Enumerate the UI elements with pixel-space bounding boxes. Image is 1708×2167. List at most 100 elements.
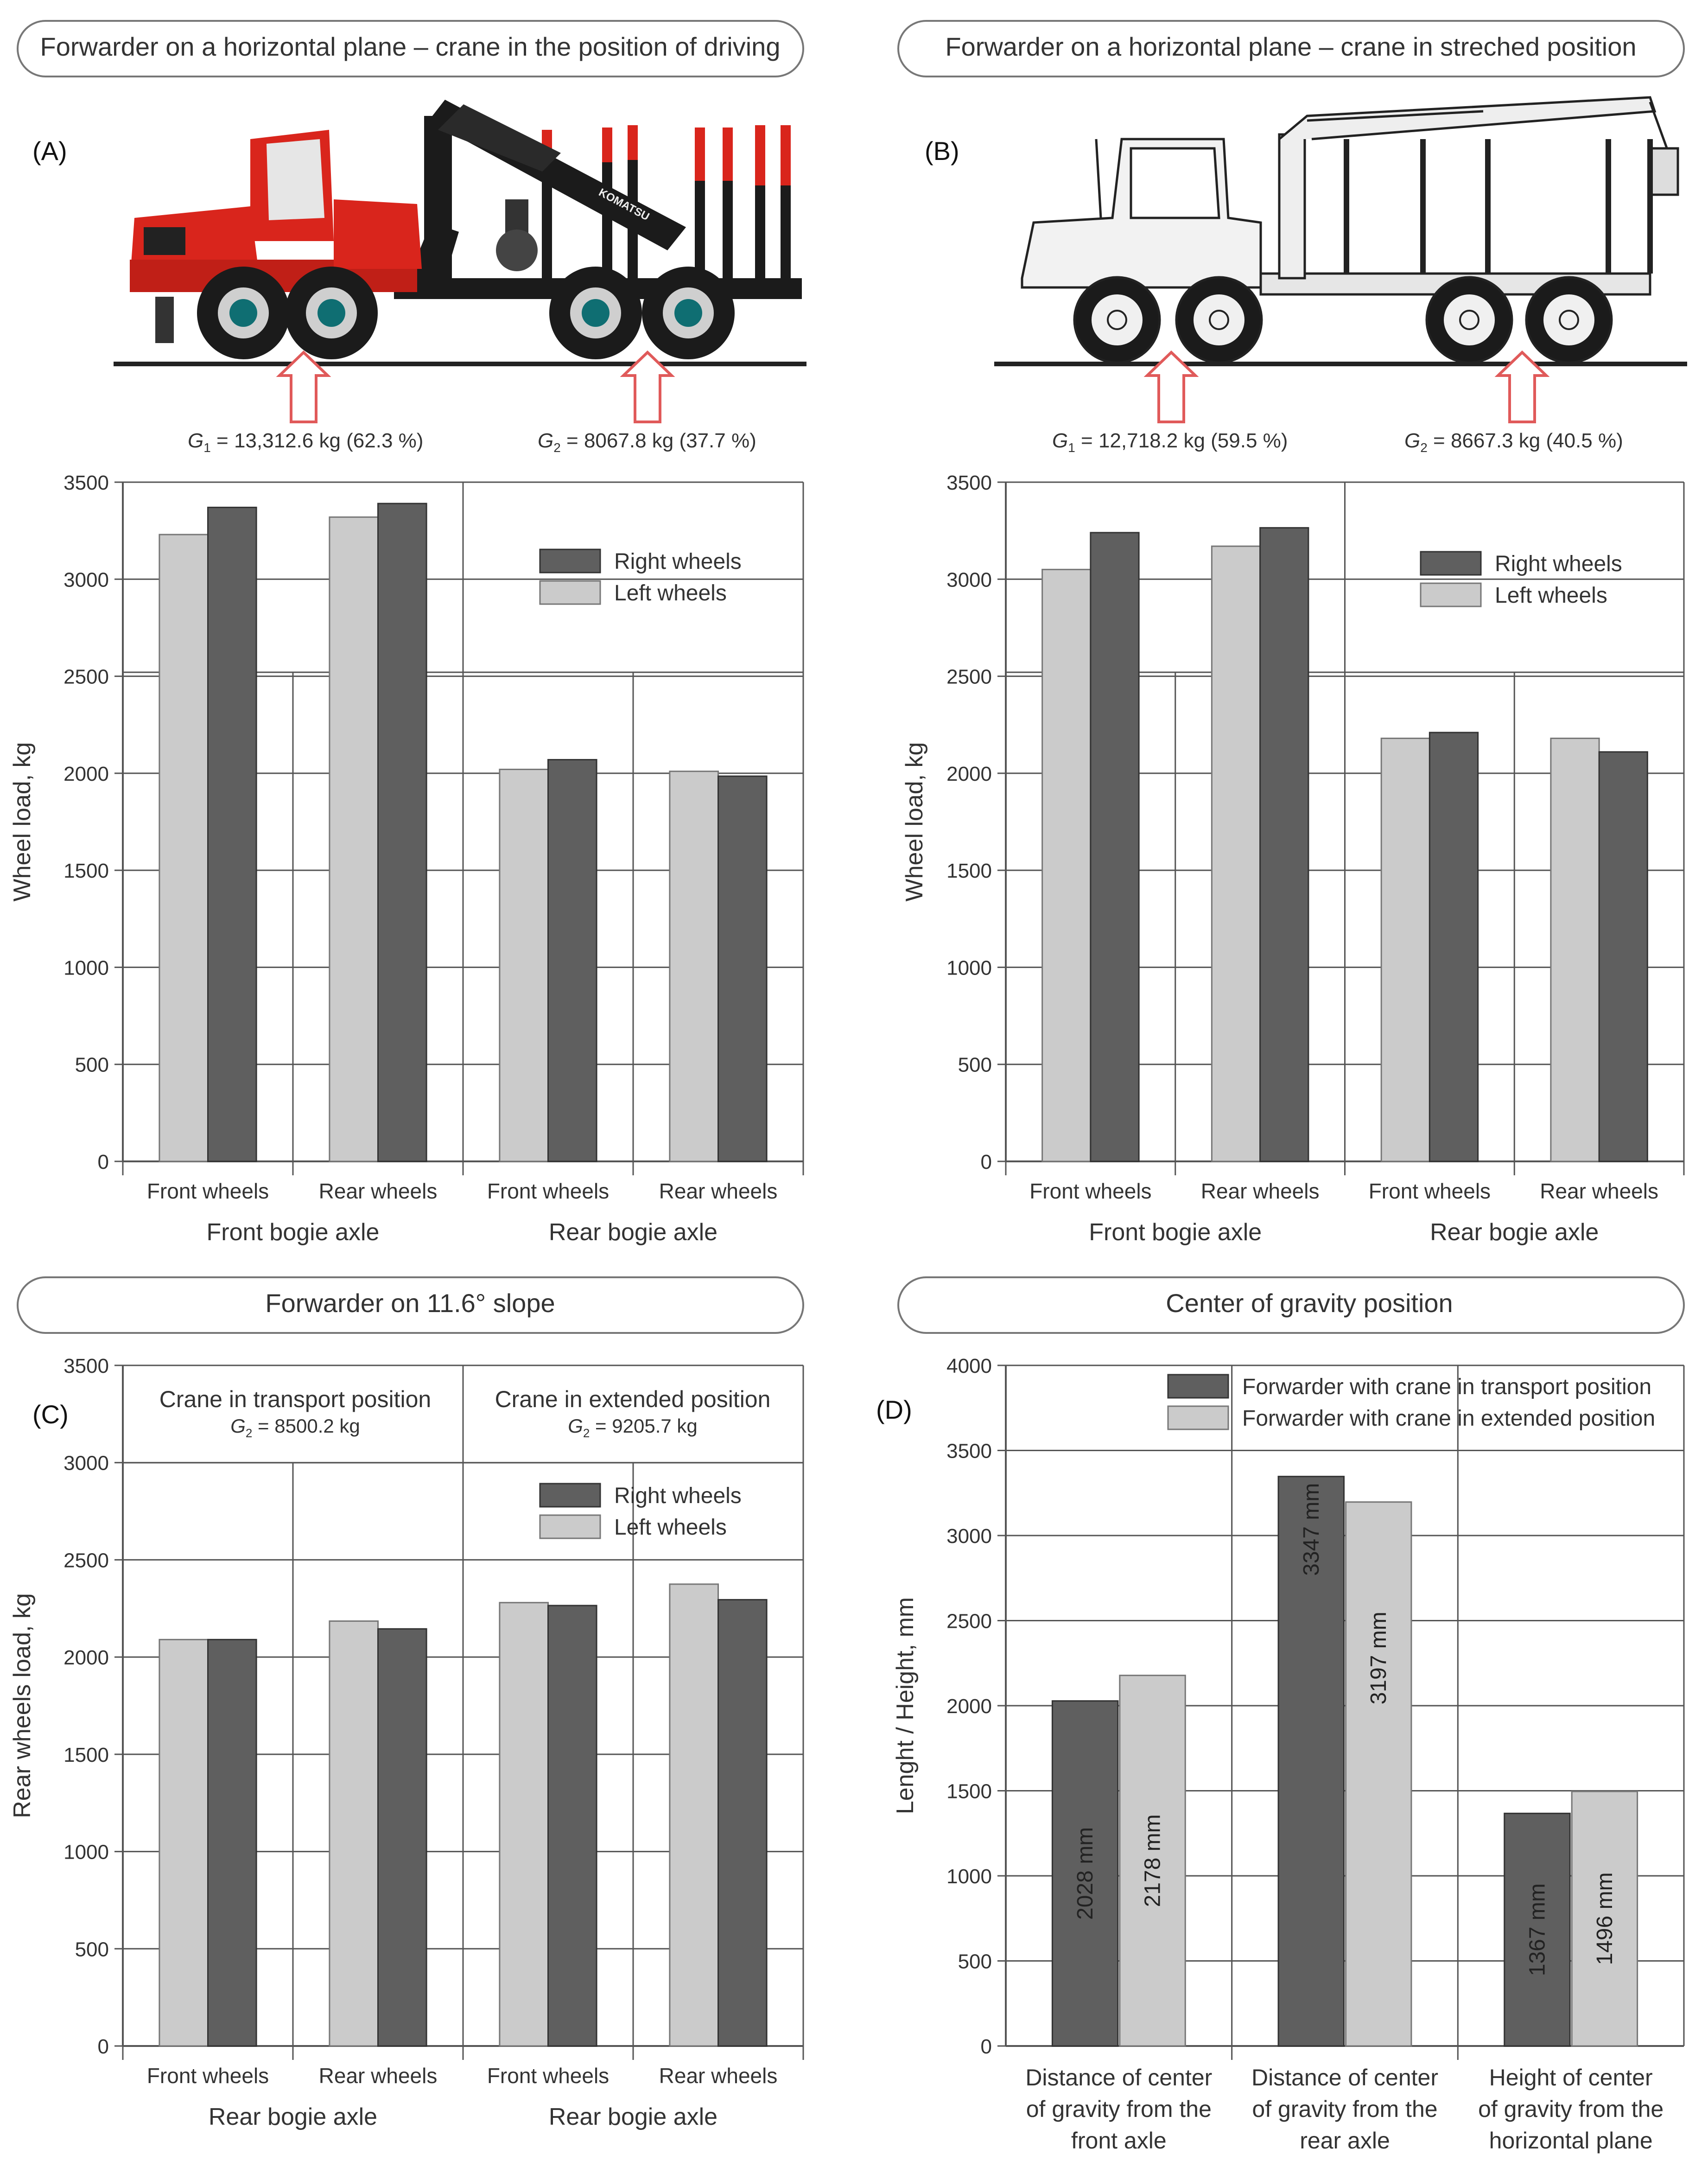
bar-value-label: 1496 mm — [1593, 1872, 1617, 1965]
y-tick-label: 3000 — [946, 1525, 992, 1548]
g1-arrow-a — [276, 350, 331, 423]
forwarder-a-illustration: KOMATSU — [114, 100, 806, 423]
y-tick-label: 2000 — [946, 763, 992, 785]
bar-right-wheels — [207, 1638, 257, 2047]
bar-right-wheels — [547, 1605, 597, 2047]
chart-c: 0 500 1000 1500 2000 2500 3000 3500 Front wheels… — [9, 1355, 804, 2130]
y-tick-label: 0 — [981, 1151, 992, 1173]
bar-right-wheels — [1429, 732, 1479, 1162]
x-group-label: Rear bogie axle — [549, 1219, 717, 1246]
bar-transport-position — [1051, 1700, 1119, 2047]
y-tick-label: 0 — [981, 2035, 992, 2058]
panel-c-group2-g2: G2 = 9205.7 kg — [568, 1415, 698, 1440]
panel-a-letter: (A) — [32, 136, 67, 166]
y-tick-label: 3000 — [63, 568, 109, 591]
legend-swatch-left — [1420, 582, 1482, 607]
y-axis-label: Lenght / Height, mm — [892, 1597, 919, 1814]
bar-extended-position — [1119, 1675, 1186, 2047]
x-group-label: Front bogie axle — [207, 1219, 380, 1246]
chart-b: 0 500 1000 1500 2000 2500 3000 3500 Front wheels… — [901, 472, 1685, 1246]
panel-b-header: Forwarder on a horizontal plane – crane … — [945, 32, 1636, 61]
x-category-label: Rear wheels — [659, 1179, 778, 1203]
x-category-label: rear axle — [1300, 2128, 1390, 2154]
g1-arrow-b — [1143, 350, 1199, 423]
y-tick-label: 2500 — [63, 666, 109, 688]
legend-swatch-extended — [1167, 1405, 1229, 1430]
panel-b-header-box — [897, 20, 1685, 77]
legend-label: Left wheels — [614, 1515, 727, 1540]
x-category-label: Front wheels — [147, 2064, 269, 2088]
panel-a-g2: G2 = 8067.8 kg (37.7 %) — [538, 429, 756, 455]
y-axis-label: Rear wheels load, kg — [9, 1593, 36, 1818]
bar-transport-position — [1504, 1812, 1571, 2047]
legend-label: Right wheels — [614, 549, 742, 574]
legend-swatch-transport — [1167, 1374, 1229, 1399]
x-category-label: Rear wheels — [319, 1179, 438, 1203]
chart-a: 0 500 1000 1500 2000 2500 3000 3500 Front wheels… — [9, 472, 804, 1246]
y-tick-label: 1500 — [63, 1744, 109, 1766]
legend-label: Left wheels — [614, 581, 727, 605]
y-tick-label: 2000 — [63, 1646, 109, 1669]
bar-right-wheels — [207, 506, 257, 1162]
bar-value-label: 2028 mm — [1073, 1827, 1098, 1920]
bar-left-wheels — [329, 1620, 379, 2047]
legend-swatch-right — [539, 548, 601, 574]
y-tick-label: 3500 — [946, 1440, 992, 1463]
panel-a-header: Forwarder on a horizontal plane – crane … — [40, 32, 781, 61]
x-group-label: Front bogie axle — [1089, 1219, 1262, 1246]
legend-swatch-right — [539, 1483, 601, 1508]
panel-c-header-box — [17, 1276, 804, 1334]
bar-left-wheels — [159, 534, 209, 1162]
bar-value-label: 2178 mm — [1141, 1814, 1165, 1907]
bar-right-wheels — [717, 1599, 768, 2047]
y-tick-label: 2000 — [946, 1695, 992, 1718]
legend-swatch-right — [1420, 551, 1482, 576]
forwarder-b-illustration — [994, 96, 1687, 366]
bar-left-wheels — [669, 1583, 719, 2047]
y-tick-label: 2000 — [63, 763, 109, 785]
bar-right-wheels — [1259, 527, 1309, 1162]
bar-transport-position — [1277, 1476, 1345, 2047]
y-tick-label: 0 — [98, 1151, 109, 1173]
x-group-label: Rear bogie axle — [549, 2103, 717, 2130]
y-tick-label: 3500 — [63, 1355, 109, 1377]
x-category-label: of gravity from the — [1252, 2096, 1437, 2122]
x-category-label: Distance of center — [1025, 2065, 1212, 2091]
bar-right-wheels — [377, 1628, 427, 2047]
y-tick-label: 4000 — [946, 1355, 992, 1377]
y-tick-label: 3000 — [63, 1452, 109, 1475]
bar-value-label: 3197 mm — [1366, 1612, 1391, 1704]
bar-left-wheels — [1550, 738, 1600, 1162]
panel-b-letter: (B) — [925, 136, 959, 166]
y-tick-label: 500 — [75, 1938, 109, 1961]
panel-b: Forwarder on a horizontal plane – crane … — [897, 20, 1687, 455]
panel-d-letter: (D) — [876, 1395, 912, 1424]
y-tick-label: 0 — [98, 2035, 109, 2058]
panel-c-group2-title: Crane in extended position — [495, 1386, 771, 1412]
bar-left-wheels — [1041, 568, 1092, 1162]
g2-arrow-b — [1494, 350, 1550, 423]
y-tick-label: 1500 — [63, 860, 109, 882]
y-tick-label: 1000 — [63, 1841, 109, 1864]
y-tick-label: 1500 — [946, 860, 992, 882]
panel-b-g2: G2 = 8667.3 kg (40.5 %) — [1404, 429, 1623, 455]
bar-right-wheels — [1598, 751, 1648, 1162]
x-category-label: Front wheels — [487, 1179, 609, 1203]
x-category-label: horizontal plane — [1489, 2128, 1653, 2154]
bar-value-label: 1367 mm — [1525, 1883, 1549, 1976]
panel-d: Center of gravity position (D) — [876, 1276, 1685, 1424]
x-category-label: Front wheels — [487, 2064, 609, 2088]
x-category-label: Rear wheels — [1540, 1179, 1658, 1203]
bar-extended-position — [1571, 1791, 1638, 2047]
y-tick-label: 1000 — [63, 956, 109, 979]
y-tick-label: 3500 — [946, 472, 992, 494]
y-tick-label: 500 — [958, 1054, 992, 1077]
bar-left-wheels — [159, 1638, 209, 2047]
x-category-label: front axle — [1071, 2128, 1167, 2154]
chart-d: 0 500 1000 1500 2000 2500 3000 3500 4000 2028 mm 2… — [892, 1355, 1685, 2154]
x-category-label: Distance of center — [1251, 2065, 1438, 2091]
y-tick-label: 1000 — [946, 1865, 992, 1888]
legend-label: Right wheels — [1495, 552, 1622, 576]
y-tick-label: 1000 — [946, 956, 992, 979]
